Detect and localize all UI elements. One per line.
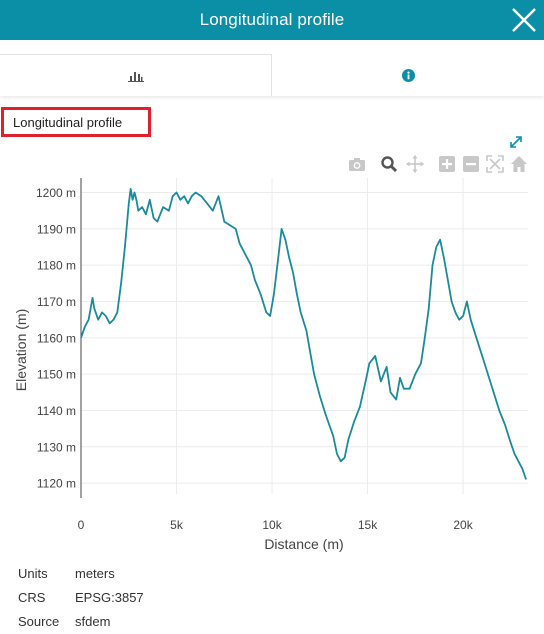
x-axis-label: Distance (m): [264, 536, 343, 552]
y-tick-label: 1170 m: [37, 295, 76, 309]
dialog-title: Longitudinal profile: [199, 10, 345, 29]
meta-key: Source: [18, 613, 60, 629]
meta-value: sfdem: [75, 613, 111, 629]
tab-chart[interactable]: [0, 54, 272, 96]
y-tick-label: 1130 m: [37, 440, 76, 454]
dialog-header: Longitudinal profile: [0, 0, 544, 40]
y-tick-label: 1200 m: [36, 186, 76, 200]
info-icon: [401, 68, 415, 82]
tab-bar: [0, 54, 544, 96]
meta-value: EPSG:3857: [75, 589, 144, 605]
zoom-icon[interactable]: [380, 155, 398, 173]
x-tick-label: 5k: [170, 518, 184, 532]
x-tick-label: 0: [78, 518, 85, 532]
elevation-chart: 1120 m 1130 m 1140 m 1150 m 1160 m 1170 m 1180…: [13, 178, 528, 552]
zoom-out-icon[interactable]: [462, 155, 480, 173]
x-tick-label: 20k: [453, 518, 473, 532]
close-button[interactable]: [508, 4, 540, 36]
y-tick-label: 1150 m: [37, 368, 76, 382]
meta-row-crs: CRS EPSG:3857: [18, 585, 144, 609]
meta-row-units: Units meters: [18, 561, 144, 585]
pan-icon[interactable]: [406, 155, 424, 173]
y-tick-label: 1140 m: [37, 404, 76, 418]
chart-modebar: [348, 155, 530, 173]
meta-value: meters: [75, 565, 115, 581]
x-tick-label: 15k: [358, 518, 378, 532]
autoscale-icon[interactable]: [486, 155, 504, 173]
y-tick-label: 1120 m: [37, 477, 76, 491]
y-gridlines: [81, 192, 528, 484]
y-tick-label: 1180 m: [37, 259, 76, 273]
close-icon: [512, 8, 536, 32]
y-axis-label: Elevation (m): [13, 309, 29, 391]
bar-chart-icon: [127, 71, 144, 82]
meta-row-source: Source sfdem: [18, 609, 144, 633]
elevation-profile-line: [80, 188, 527, 480]
x-tick-label: 10k: [262, 518, 282, 532]
x-tick-labels: 0 5k 10k 15k 20k: [78, 518, 474, 532]
panel-title: Longitudinal profile: [1, 107, 151, 137]
y-tick-label: 1160 m: [37, 331, 76, 345]
y-tick-labels: 1120 m 1130 m 1140 m 1150 m 1160 m 1170 m 1180…: [36, 186, 76, 491]
meta-key: CRS: [18, 589, 46, 605]
zoom-in-icon[interactable]: [438, 155, 456, 173]
expand-icon[interactable]: [508, 134, 524, 150]
tab-info[interactable]: [272, 54, 544, 96]
meta-key: Units: [18, 565, 48, 581]
reset-axes-icon[interactable]: [510, 155, 528, 173]
y-tick-label: 1190 m: [37, 222, 76, 236]
panel-title-text: Longitudinal profile: [13, 114, 123, 130]
camera-icon[interactable]: [348, 155, 366, 173]
profile-metadata: Units meters CRS EPSG:3857 Source sfdem: [18, 561, 144, 633]
